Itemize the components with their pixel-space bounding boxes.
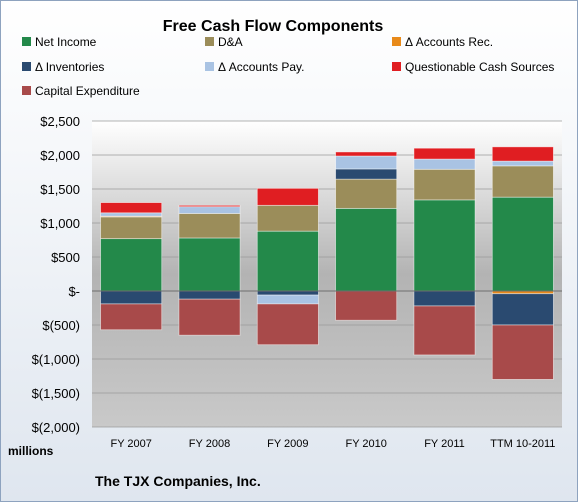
- bar-segment: [335, 151, 398, 157]
- y-tick-label: $(500): [42, 318, 80, 333]
- x-tick-label: FY 2011: [424, 438, 465, 450]
- legend-swatch: [22, 86, 31, 95]
- bar-segment: [256, 294, 319, 305]
- bar-segment: [178, 206, 241, 214]
- legend-swatch: [392, 62, 401, 71]
- bar-segment: [178, 290, 241, 300]
- x-axis-ticks: FY 2007 FY 2008 FY 2009 FY 2010 FY 2011 TTM 1…: [110, 438, 555, 450]
- legend-label: Capital Expenditure: [35, 84, 140, 98]
- bar-segment: [100, 290, 163, 305]
- bar-segment: [491, 196, 554, 292]
- legend-label: D&A: [218, 35, 243, 49]
- legend-swatch: [22, 37, 31, 46]
- bar-segment: [100, 216, 163, 240]
- bar-segment: [413, 168, 476, 201]
- bar-segment: [256, 187, 319, 206]
- unit-label: millions: [8, 444, 54, 458]
- plot-area: [92, 121, 562, 427]
- bars: [100, 146, 554, 380]
- bar-segment: [491, 293, 554, 326]
- bar-segment: [413, 290, 476, 307]
- bar-segment: [413, 147, 476, 160]
- bar-segment: [491, 165, 554, 198]
- legend-label: Questionable Cash Sources: [405, 60, 554, 74]
- chart-title: Free Cash Flow Components: [163, 18, 384, 35]
- company-name: The TJX Companies, Inc.: [95, 473, 261, 489]
- bar-segment: [100, 212, 163, 217]
- bar-segment: [335, 290, 398, 321]
- y-tick-label: $(1,000): [32, 352, 80, 367]
- bar-segment: [413, 158, 476, 170]
- x-tick-label: FY 2008: [189, 438, 230, 450]
- x-tick-label: FY 2009: [267, 438, 308, 450]
- y-axis-ticks: $2,500 $2,000 $1,500 $1,000 $500 $- $(500) $(1,…: [32, 114, 80, 435]
- legend-label: Δ Accounts Rec.: [405, 35, 493, 49]
- y-tick-label: $500: [51, 250, 80, 265]
- bar-segment: [178, 237, 241, 292]
- bar-segment: [100, 238, 163, 292]
- y-tick-label: $-: [68, 284, 80, 299]
- legend: Net Income D&A Δ Accounts Rec. Δ Inventorie…: [22, 35, 554, 98]
- bar-segment: [178, 298, 241, 336]
- y-tick-label: $2,000: [40, 148, 80, 163]
- y-tick-label: $(2,000): [32, 420, 80, 435]
- bar-segment: [335, 155, 398, 170]
- bar-segment: [491, 146, 554, 162]
- legend-swatch: [205, 37, 214, 46]
- bar-segment: [178, 204, 241, 208]
- bar-segment: [335, 168, 398, 180]
- bar-segment: [413, 199, 476, 292]
- x-tick-label: FY 2007: [110, 438, 151, 450]
- y-tick-label: $(1,500): [32, 386, 80, 401]
- bar-segment: [256, 204, 319, 232]
- bar-segment: [256, 303, 319, 346]
- y-tick-label: $2,500: [40, 114, 80, 129]
- bar-segment: [100, 303, 163, 331]
- y-tick-label: $1,500: [40, 182, 80, 197]
- legend-swatch: [392, 37, 401, 46]
- bar-segment: [335, 207, 398, 292]
- legend-swatch: [205, 62, 214, 71]
- legend-label: Net Income: [35, 35, 97, 49]
- x-tick-label: FY 2010: [345, 438, 386, 450]
- bar-segment: [256, 230, 319, 292]
- y-tick-label: $1,000: [40, 216, 80, 231]
- bar-segment: [491, 324, 554, 380]
- bar-segment: [413, 305, 476, 356]
- x-tick-label: TTM 10-2011: [490, 438, 555, 450]
- bar-segment: [256, 290, 319, 296]
- legend-label: Δ Inventories: [35, 60, 104, 74]
- legend-swatch: [22, 62, 31, 71]
- legend-label: Δ Accounts Pay.: [218, 60, 305, 74]
- bar-segment: [491, 160, 554, 167]
- bar-segment: [335, 178, 398, 209]
- bar-segment: [178, 213, 241, 239]
- bar-segment: [100, 202, 163, 214]
